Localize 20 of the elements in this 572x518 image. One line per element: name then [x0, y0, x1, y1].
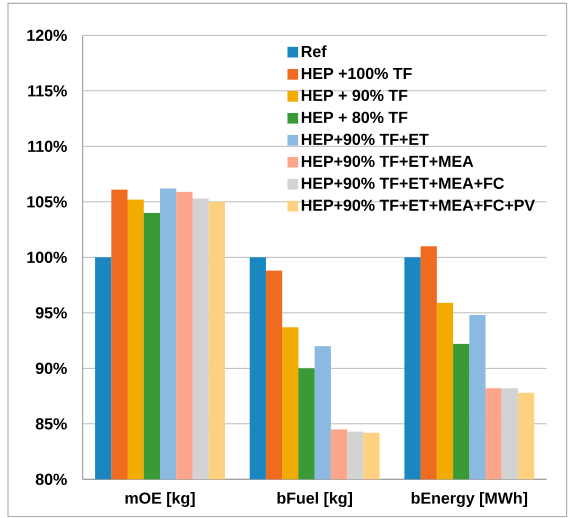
- legend-label: HEP +100% TF: [302, 68, 412, 80]
- y-tick-label: 85%: [36, 418, 67, 430]
- y-tick-label: 110%: [28, 140, 67, 152]
- x-tick-label: bFuel [kg]: [277, 492, 352, 508]
- y-tick-label: 95%: [36, 307, 67, 318]
- legend-label: HEP + 80% TF: [302, 112, 408, 124]
- x-tick-label: mOE [kg]: [125, 492, 195, 508]
- x-tick-label: bEnergy [MWh]: [412, 492, 528, 508]
- legend-label: Ref: [302, 45, 327, 58]
- legend-label: HEP+90% TF+ET: [302, 134, 429, 145]
- legend-label: HEP+90% TF+ET+MEA: [302, 156, 474, 167]
- y-tick-label: 90%: [36, 362, 67, 374]
- y-tick-label: 115%: [28, 85, 67, 96]
- y-tick-label: 100%: [27, 252, 67, 263]
- y-tick-label: 120%: [27, 30, 67, 41]
- y-tick-label: 80%: [36, 474, 67, 485]
- legend-label: HEP + 90% TF: [302, 90, 408, 102]
- y-tick-label: 105%: [27, 196, 67, 208]
- legend-label: HEP+90% TF+ET+MEA+FC+PV: [302, 200, 535, 211]
- legend-label: HEP+90% TF+ET+MEA+FC: [302, 178, 504, 189]
